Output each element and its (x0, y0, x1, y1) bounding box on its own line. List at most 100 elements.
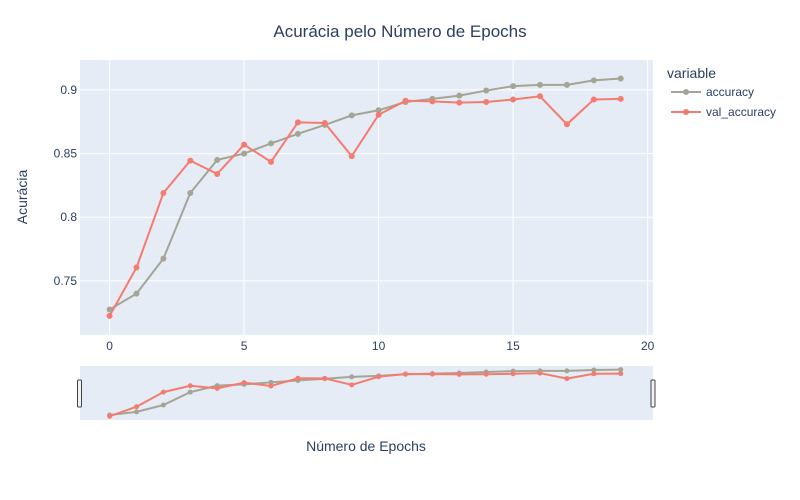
data-point-val-accuracy (268, 158, 274, 165)
data-point-val-accuracy (187, 157, 194, 164)
legend: variable accuracy val_accuracy (667, 65, 776, 119)
slider-point-val-accuracy (537, 370, 543, 376)
plot-area (80, 60, 653, 335)
legend-item-val-accuracy[interactable]: val_accuracy (671, 105, 776, 119)
slider-point-val-accuracy (456, 371, 462, 377)
data-point-val-accuracy (617, 95, 624, 102)
data-point-accuracy (563, 81, 570, 88)
data-point-val-accuracy (160, 190, 167, 197)
gridlines (80, 60, 653, 335)
data-point-accuracy (590, 77, 597, 84)
data-point-accuracy (241, 150, 248, 157)
data-point-val-accuracy (241, 141, 248, 148)
series-line-val-accuracy (108, 95, 621, 317)
data-point-val-accuracy (402, 97, 409, 104)
slider-point-val-accuracy (429, 371, 435, 377)
data-point-val-accuracy (375, 111, 382, 118)
range-slider-background (80, 366, 653, 420)
slider-point-val-accuracy (349, 382, 355, 388)
slider-point-accuracy (268, 379, 274, 385)
x-tick-label: 15 (506, 339, 520, 353)
slider-point-val-accuracy (591, 371, 597, 377)
slider-line-val-accuracy (109, 372, 621, 418)
slider-point-val-accuracy (268, 383, 274, 389)
data-point-val-accuracy (214, 170, 221, 177)
slider-point-val-accuracy (187, 383, 193, 389)
data-point-val-accuracy (590, 96, 597, 103)
y-tick-label: 0.75 (54, 274, 78, 288)
data-point-val-accuracy (483, 99, 490, 106)
data-point-accuracy (348, 112, 355, 119)
data-point-accuracy (268, 140, 274, 147)
slider-point-accuracy (618, 367, 624, 373)
slider-point-accuracy (187, 389, 193, 395)
series-lines (108, 77, 621, 317)
x-axis-title: Número de Epochs (306, 438, 426, 454)
legend-marker-accuracy (683, 89, 689, 95)
data-point-accuracy (537, 81, 544, 88)
data-point-accuracy (294, 130, 301, 137)
data-point-val-accuracy (429, 98, 436, 105)
data-point-val-accuracy (133, 264, 140, 271)
data-point-accuracy (187, 190, 194, 197)
slider-point-val-accuracy (403, 371, 409, 377)
slider-point-accuracy (349, 374, 355, 380)
legend-marker-val-accuracy (683, 109, 689, 115)
data-point-accuracy (375, 107, 382, 114)
slider-point-val-accuracy (322, 375, 328, 381)
data-point-accuracy (483, 87, 490, 94)
slider-point-val-accuracy (214, 385, 220, 391)
data-point-val-accuracy (563, 121, 570, 128)
slider-point-accuracy (160, 402, 166, 408)
data-point-val-accuracy (321, 120, 328, 127)
slider-point-val-accuracy (483, 371, 489, 377)
data-point-accuracy (617, 75, 624, 82)
y-axis-title: Acurácia (14, 170, 30, 225)
x-tick-labels: 0 5 10 15 20 (106, 339, 654, 353)
legend-item-accuracy[interactable]: accuracy (671, 85, 754, 99)
slider-point-val-accuracy (376, 374, 382, 380)
series-points (106, 75, 624, 319)
series-line-accuracy (109, 77, 621, 311)
data-point-accuracy (456, 92, 463, 99)
data-point-accuracy (160, 255, 167, 262)
x-tick-label: 10 (372, 339, 386, 353)
range-slider-series (107, 367, 624, 419)
data-point-accuracy (510, 83, 517, 90)
x-tick-label: 20 (641, 339, 655, 353)
slider-point-val-accuracy (241, 380, 247, 386)
x-tick-label: 0 (106, 339, 113, 353)
chart-title: Acurácia pelo Número de Epochs (273, 22, 526, 41)
data-point-val-accuracy (456, 99, 463, 106)
slider-point-val-accuracy (133, 404, 139, 410)
data-point-accuracy (133, 290, 140, 297)
slider-point-val-accuracy (295, 375, 301, 381)
range-slider-right-handle[interactable] (650, 379, 656, 408)
x-tick-label: 5 (241, 339, 248, 353)
slider-point-accuracy (133, 409, 139, 415)
y-tick-label: 0.8 (60, 210, 77, 224)
slider-point-val-accuracy (510, 371, 516, 377)
legend-label-val-accuracy: val_accuracy (706, 105, 776, 119)
range-slider[interactable] (77, 366, 656, 420)
data-point-val-accuracy (106, 312, 113, 319)
data-point-val-accuracy (348, 153, 355, 160)
data-point-val-accuracy (537, 93, 544, 100)
slider-point-accuracy (564, 368, 570, 374)
legend-label-accuracy: accuracy (706, 85, 754, 99)
legend-title: variable (667, 65, 716, 81)
data-point-accuracy (106, 306, 113, 313)
slider-line-accuracy (109, 368, 621, 416)
slider-point-val-accuracy (564, 376, 570, 382)
slider-point-val-accuracy (160, 389, 166, 395)
range-slider-left-handle[interactable] (77, 379, 82, 408)
slider-point-val-accuracy (107, 413, 113, 419)
data-point-val-accuracy (294, 119, 301, 126)
data-point-val-accuracy (510, 96, 517, 103)
y-tick-labels: 0.75 0.8 0.85 0.9 (54, 83, 78, 288)
slider-point-accuracy (591, 367, 597, 373)
slider-point-val-accuracy (618, 371, 624, 377)
y-tick-label: 0.85 (54, 147, 78, 161)
y-tick-label: 0.9 (60, 83, 77, 97)
